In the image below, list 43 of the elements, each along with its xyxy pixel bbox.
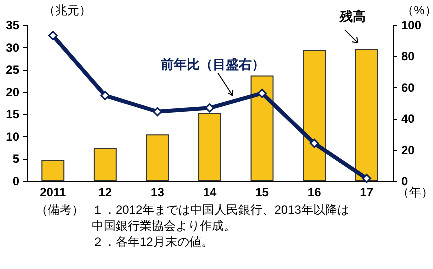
point [258, 88, 267, 98]
y-tick-label: 5 [12, 152, 20, 166]
x-tick-label: 16 [308, 186, 322, 200]
bar [42, 160, 65, 182]
x-tick-label: 14 [203, 186, 217, 200]
text: （備考） [36, 202, 85, 219]
y-tick-label: 35 [6, 18, 20, 32]
x-tick-label: 12 [98, 186, 112, 200]
series-label: 前年比（目盛右） [160, 57, 265, 72]
y2-tick-label: 60 [402, 80, 416, 95]
point [48, 31, 58, 40]
series-label: 残高 [339, 9, 366, 24]
y2-tick-label: 100 [402, 18, 422, 32]
y2-tick-label: 20 [402, 143, 416, 158]
text: ２．各年12月末の値。 [92, 234, 214, 250]
point [153, 107, 162, 117]
y-tick-label: 30 [6, 40, 20, 55]
x-tick-label: 17 [360, 186, 374, 200]
y-tick-label: 15 [6, 108, 20, 122]
bar [146, 134, 170, 182]
text: １．2012年までは中国人民銀行、2013年以降は中国銀行業協会より作成。 [92, 202, 350, 234]
y2-axis-title: （%） [402, 4, 433, 18]
y-tick-label: 20 [6, 85, 20, 100]
bar [355, 49, 378, 182]
y-tick-label: 25 [6, 63, 20, 78]
x-tick-label: 2011 [40, 186, 66, 200]
bar [303, 50, 326, 182]
bar [94, 148, 117, 182]
bar [198, 113, 222, 182]
y-tick-label: 10 [6, 130, 20, 144]
x-tick-label: 13 [151, 186, 165, 200]
x-tick-label: 15 [256, 186, 270, 200]
y-axis-title: （兆元） [44, 4, 92, 18]
y2-tick-label: 0 [402, 174, 408, 188]
y2-tick-label: 40 [402, 112, 416, 126]
y-tick-label: 0 [12, 174, 20, 188]
x-axis-title: （年） [398, 186, 433, 200]
point [205, 104, 215, 113]
point [100, 91, 110, 100]
y2-tick-label: 80 [402, 50, 416, 64]
point [362, 174, 372, 184]
bar [250, 76, 274, 182]
point [310, 138, 320, 148]
